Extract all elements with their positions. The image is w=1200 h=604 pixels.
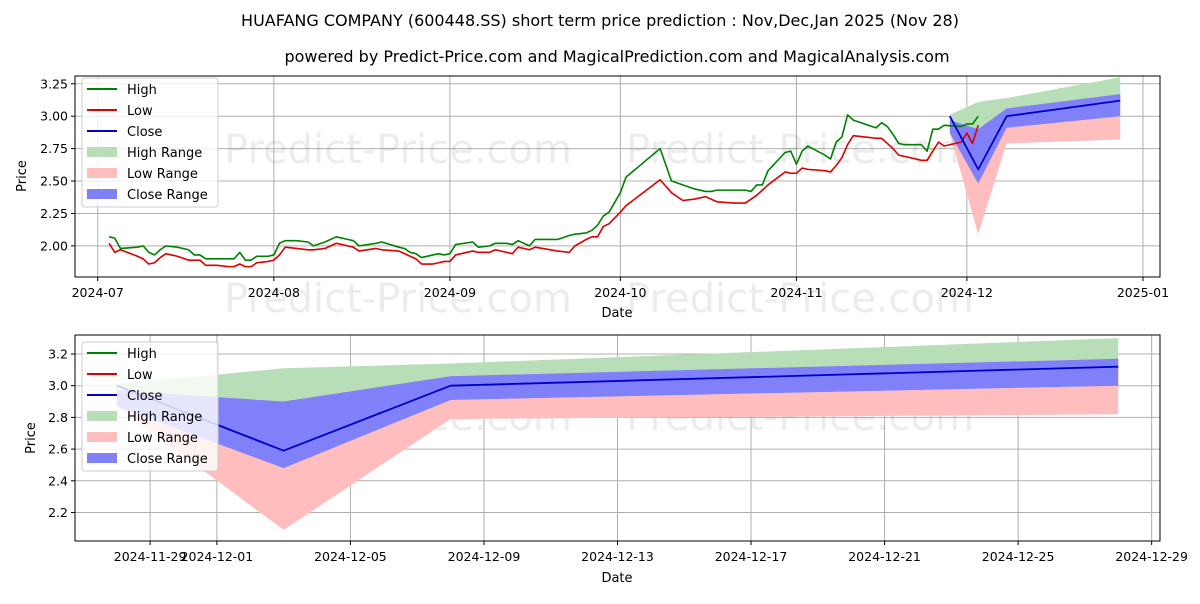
bottom-legend-low-label: Low — [127, 368, 153, 383]
top-x-tick-label: 2024-07 — [72, 285, 124, 300]
bottom-x-tick-label: 2024-12-21 — [848, 549, 921, 564]
bottom-legend-close-label: Close — [127, 389, 162, 404]
top-legend-high-range-swatch — [87, 147, 117, 157]
bottom-legend-low-range-label: Low Range — [127, 431, 198, 446]
top-legend-low-range-swatch — [87, 168, 117, 178]
bottom-x-tick-label: 2024-12-29 — [1115, 549, 1188, 564]
bottom-low-range-band — [116, 385, 1119, 530]
top-legend-high-label: High — [127, 83, 157, 98]
top-low-line — [108, 125, 979, 268]
bottom-high-range-band — [116, 338, 1119, 405]
bottom-x-tick-label: 2024-12-17 — [715, 549, 788, 564]
bottom-legend-close-range-label: Close Range — [127, 452, 208, 467]
top-watermark-1: Predict-Price.com — [224, 127, 572, 173]
bottom-legend: High Low Close High Range Low Range Clos… — [81, 341, 219, 472]
top-forecast-bands — [949, 77, 1121, 235]
chart-subtitle: powered by Predict-Price.com and Magical… — [284, 47, 949, 66]
top-watermark-2: Predict-Price.com — [626, 127, 974, 173]
bottom-legend-high-range-label: High Range — [127, 410, 202, 425]
top-x-tick-label: 2024-09 — [424, 285, 476, 300]
bottom-legend-close-range-swatch — [87, 453, 117, 463]
bottom-y-tick-label: 2.8 — [48, 410, 68, 425]
top-close-line — [949, 99, 1121, 171]
bottom-legend-high-range-swatch — [87, 411, 117, 421]
bottom-y-axis-label: Price — [24, 422, 39, 454]
top-x-tick-label: 2024-12 — [941, 285, 993, 300]
bottom-x-tick-label: 2024-12-13 — [581, 549, 654, 564]
top-close-range-band — [949, 94, 1121, 184]
bottom-x-tick-label: 2024-12-09 — [448, 549, 521, 564]
top-x-tick-label: 2024-10 — [594, 285, 646, 300]
top-x-axis-label: Date — [601, 306, 632, 321]
top-series-lines — [108, 99, 1121, 268]
top-y-tick-label: 2.00 — [40, 238, 68, 253]
bottom-forecast-bands — [116, 338, 1119, 530]
top-legend: High Low Close High Range Low Range Clos… — [81, 77, 219, 208]
bottom-x-tick-label: 2024-12-25 — [982, 549, 1055, 564]
top-y-tick-label: 2.25 — [40, 206, 68, 221]
top-y-tick-label: 2.50 — [40, 174, 68, 189]
top-watermark-4: Predict-Price.com — [626, 276, 974, 322]
bottom-y-tick-label: 2.6 — [48, 442, 68, 457]
bottom-y-tick-label: 2.2 — [48, 505, 68, 520]
top-chart-panel: Predict-Price.com Predict-Price.com Pred… — [15, 75, 1169, 322]
bottom-chart-panel: Predict-Price.com Predict-Price.com 2024… — [24, 334, 1188, 586]
top-legend-close-range-swatch — [87, 189, 117, 199]
chart-title: HUAFANG COMPANY (600448.SS) short term p… — [241, 11, 959, 30]
bottom-x-tick-label: 2024-12-01 — [181, 549, 254, 564]
top-legend-low-label: Low — [127, 104, 153, 119]
top-legend-low-range-label: Low Range — [127, 167, 198, 182]
bottom-y-tick-label: 3.0 — [48, 378, 68, 393]
top-legend-close-label: Close — [127, 125, 162, 140]
bottom-x-axis-label: Date — [601, 571, 632, 586]
bottom-legend-low-range-swatch — [87, 432, 117, 442]
bottom-legend-high-label: High — [127, 347, 157, 362]
top-legend-close-range-label: Close Range — [127, 188, 208, 203]
top-low-range-band — [949, 116, 1121, 235]
top-y-tick-label: 3.25 — [40, 76, 68, 91]
top-high-range-band — [949, 77, 1121, 132]
top-watermark-3: Predict-Price.com — [224, 276, 572, 322]
bottom-y-tick-label: 3.2 — [48, 347, 68, 362]
top-y-axis-label: Price — [15, 160, 30, 192]
bottom-x-tick-label: 2024-12-05 — [314, 549, 387, 564]
bottom-close-range-band — [116, 358, 1119, 469]
top-y-tick-label: 2.75 — [40, 141, 68, 156]
bottom-x-tick-label: 2024-11-29 — [114, 549, 187, 564]
top-x-tick-label: 2025-01 — [1117, 285, 1169, 300]
top-axis-ticks: 2024-07 2024-08 2024-09 2024-10 2024-11 2024-… — [40, 76, 1169, 300]
top-plot-frame — [74, 75, 1161, 278]
top-x-tick-label: 2024-08 — [248, 285, 300, 300]
top-high-line — [108, 114, 979, 261]
top-legend-high-range-label: High Range — [127, 146, 202, 161]
bottom-y-tick-label: 2.4 — [48, 473, 68, 488]
top-y-tick-label: 3.00 — [40, 109, 68, 124]
top-x-tick-label: 2024-11 — [770, 285, 822, 300]
